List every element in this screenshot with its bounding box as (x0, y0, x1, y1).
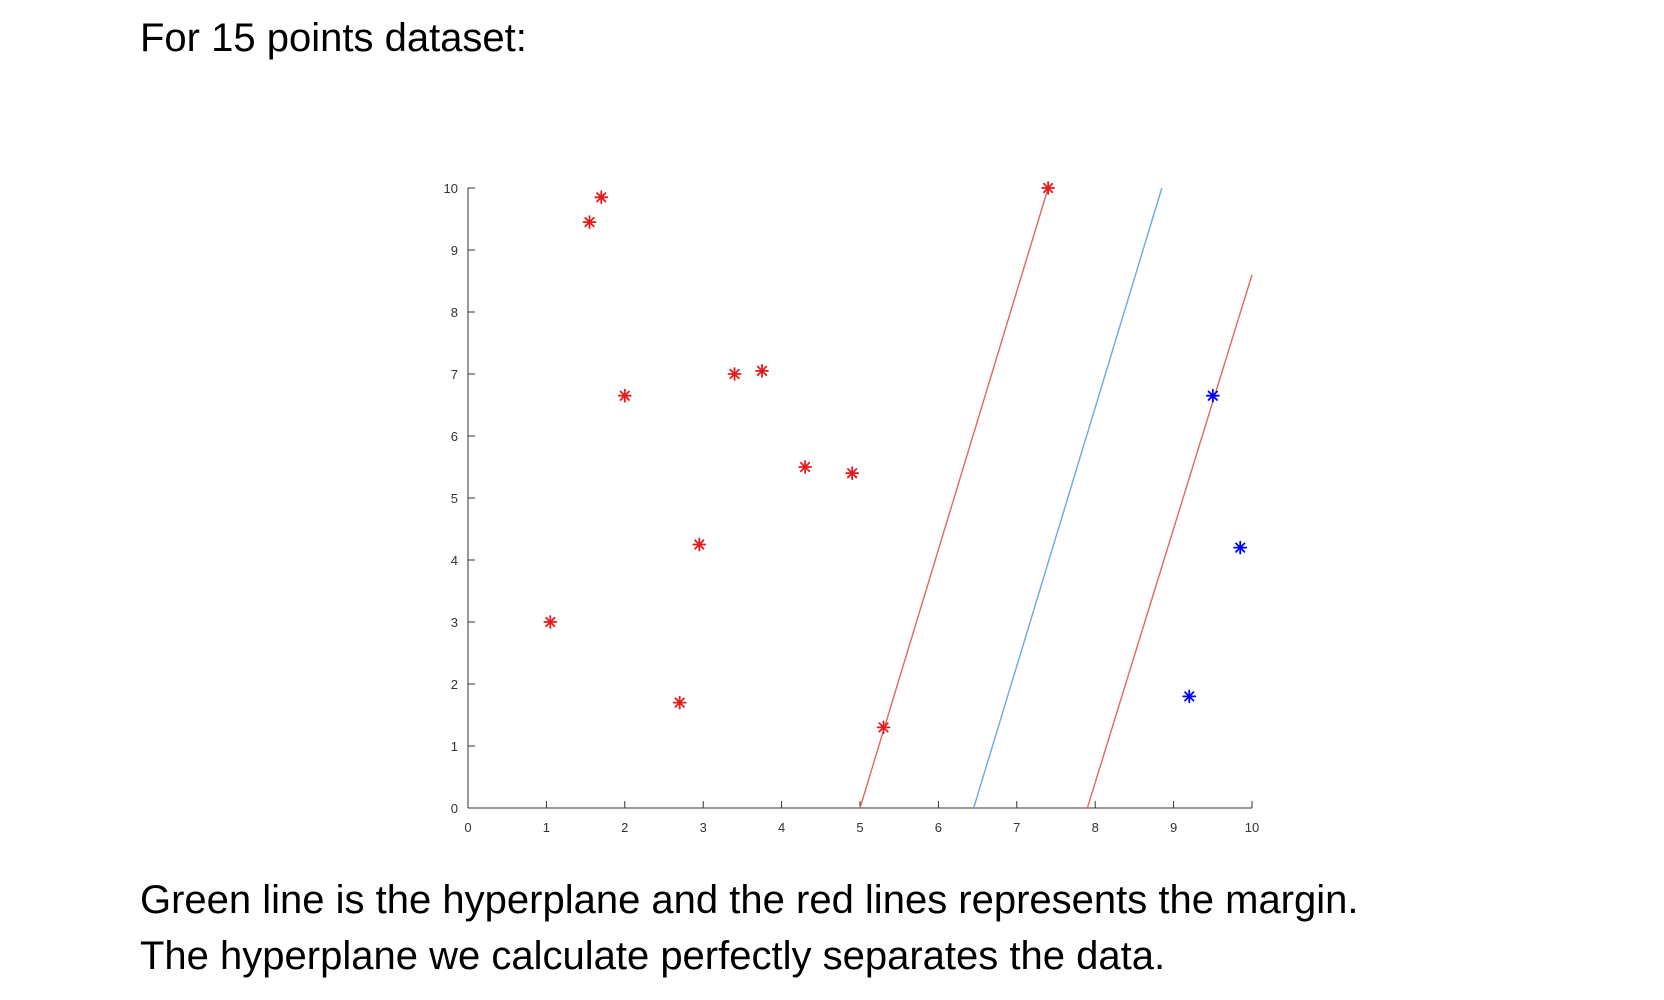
margin-line (1086, 274, 1253, 809)
y-tick-label: 3 (451, 615, 458, 630)
red-point (798, 460, 813, 474)
red-point (876, 720, 891, 735)
y-tick-label: 8 (451, 305, 458, 320)
red-point (617, 388, 632, 403)
caption-line-2: The hyperplane we calculate perfectly se… (140, 934, 1166, 978)
y-tick-label: 2 (451, 677, 458, 692)
caption-line-1: Green line is the hyperplane and the red… (140, 878, 1359, 922)
red-point (692, 537, 707, 552)
y-tick-label: 0 (451, 801, 458, 816)
red-point (755, 363, 769, 378)
blue-point (1233, 540, 1248, 555)
x-tick-label: 8 (1092, 820, 1099, 835)
red-point (582, 215, 597, 230)
x-tick-label: 9 (1170, 820, 1177, 835)
x-tick-label: 10 (1245, 820, 1259, 835)
y-tick-label: 5 (451, 491, 458, 506)
y-tick-label: 4 (451, 553, 458, 568)
margin-line (859, 187, 1049, 809)
red-point (672, 695, 687, 710)
red-point (543, 615, 558, 629)
y-tick-label: 10 (444, 181, 458, 196)
x-tick-label: 5 (856, 820, 863, 835)
x-tick-label: 0 (464, 820, 471, 835)
x-tick-label: 7 (1013, 820, 1020, 835)
y-tick-label: 7 (451, 367, 458, 382)
red-point (1041, 181, 1056, 195)
caption: Green line is the hyperplane and the red… (140, 872, 1359, 984)
decision-lines (859, 187, 1253, 809)
red-point (845, 466, 860, 481)
axes: 0 1 2 3 4 5 6 7 8 9 10 0 1 2 3 4 5 6 7 8 9 10 (444, 181, 1260, 835)
blue-point (1205, 388, 1220, 403)
y-tick-label: 1 (451, 739, 458, 754)
page-heading: For 15 points dataset: (140, 16, 527, 60)
svm-scatter-chart: 0 1 2 3 4 5 6 7 8 9 10 0 1 2 3 4 5 6 7 8 9 10 (444, 181, 1260, 835)
x-tick-label: 4 (778, 820, 785, 835)
x-tick-label: 6 (935, 820, 942, 835)
hyperplane-line (973, 187, 1163, 809)
red-point (594, 190, 609, 205)
x-tick-label: 2 (621, 820, 628, 835)
x-tick-label: 1 (543, 820, 550, 835)
x-tick-label: 3 (700, 820, 707, 835)
data-points (543, 181, 1248, 735)
blue-point (1182, 689, 1197, 704)
y-tick-label: 6 (451, 429, 458, 444)
y-tick-label: 9 (451, 243, 458, 258)
red-point (727, 367, 742, 381)
